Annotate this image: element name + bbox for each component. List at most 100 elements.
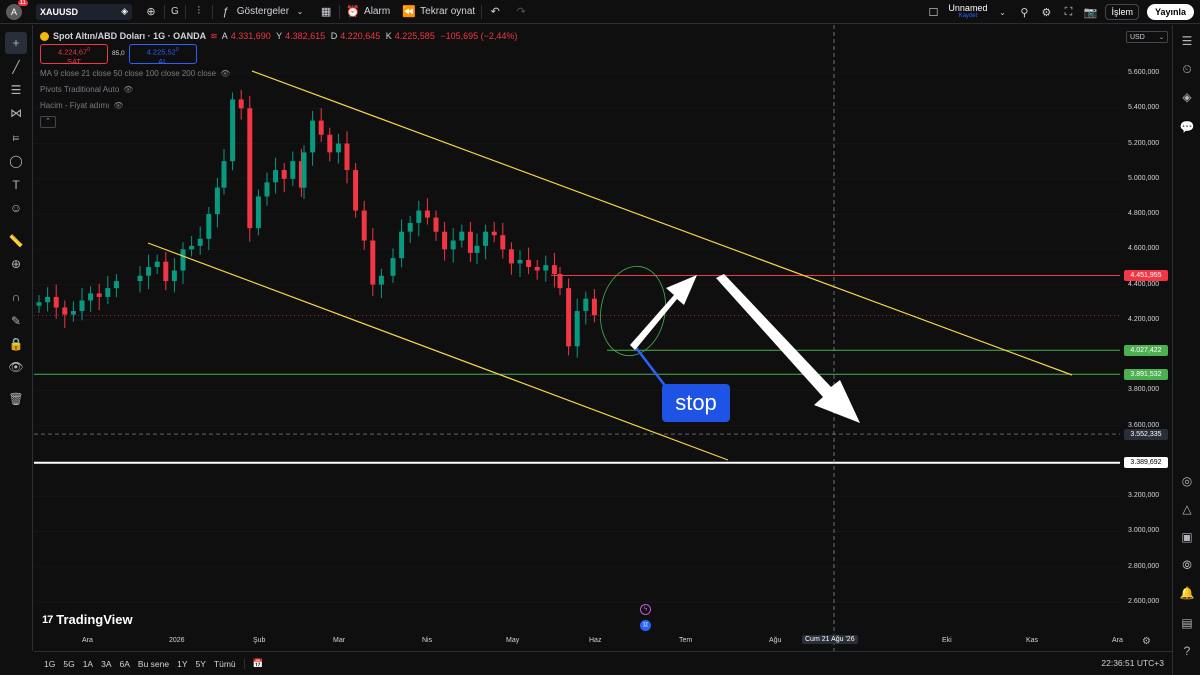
range-1a[interactable]: 1A (82, 658, 94, 669)
lock-icon[interactable]: 🔒 (8, 337, 24, 351)
layout-menu-icon[interactable]: ⌄ (999, 7, 1006, 17)
candle-body (500, 235, 506, 250)
redo-button[interactable]: ↷ (508, 0, 534, 24)
arrow-up-right (630, 275, 697, 350)
publish-button[interactable]: Yayınla (1146, 4, 1194, 20)
dividend-event-icon[interactable]: ϟ (640, 604, 651, 615)
candle-body (591, 298, 597, 316)
range-3a[interactable]: 3A (101, 658, 112, 669)
collapse-legend-button[interactable]: ⌃ (40, 116, 56, 128)
interval-button[interactable]: G (165, 0, 185, 24)
ideas-icon[interactable]: △ (1182, 502, 1192, 516)
time-tick: 2026 (169, 637, 185, 644)
settings-gear-icon[interactable]: ⚙ (1041, 6, 1052, 19)
pattern-tool-icon[interactable]: ⋈ (10, 106, 22, 120)
indicators-button[interactable]: ƒ Göstergeler ⌄ (213, 0, 313, 24)
chart-canvas[interactable] (34, 25, 1120, 651)
gold-coin-icon (40, 31, 49, 41)
candle-body (517, 259, 523, 264)
fullscreen-icon[interactable]: ⛶ (1064, 5, 1073, 18)
candle-body (574, 311, 580, 347)
candles-icon: ⫶ (197, 5, 201, 17)
trend-line-tool-icon[interactable]: ╱ (12, 60, 20, 74)
calendar-icon[interactable]: ▣ (1181, 530, 1193, 544)
templates-button[interactable]: ▦ (313, 0, 339, 24)
chat-icon[interactable]: 💬 (1179, 120, 1195, 134)
symbol-search[interactable]: XAUUSD ◈ (36, 3, 132, 20)
sell-button[interactable]: 4.224,670 SAT (40, 44, 108, 66)
forecast-tool-icon[interactable]: ⫢ (12, 129, 20, 144)
date-range-icon[interactable]: 📅 (243, 658, 268, 669)
stop-callout[interactable]: stop (662, 384, 730, 422)
chart-type-button[interactable]: ⫶ (186, 0, 212, 24)
zoom-tool-icon[interactable]: ⊕ (10, 257, 22, 271)
alerts-clock-icon[interactable]: ⏲ (1182, 61, 1192, 76)
eye-icon[interactable]: 👁 (113, 101, 124, 110)
candle-body (137, 275, 143, 282)
price-chart[interactable] (34, 25, 1120, 651)
price-tick: 5.000,000 (1128, 174, 1160, 182)
us-flag-event-icon[interactable]: 🇺 (640, 620, 651, 631)
target-icon[interactable]: ◎ (1181, 474, 1193, 488)
candle-body (163, 261, 169, 282)
range-1y[interactable]: 1Y (177, 658, 188, 669)
indicator-volume[interactable]: Hacim - Fiyat adımı 👁 (40, 101, 124, 110)
range-5g[interactable]: 5G (63, 658, 75, 669)
emoji-tool-icon[interactable]: ☺ (9, 201, 23, 215)
highlight-ellipse (600, 265, 666, 357)
price-axis[interactable]: USD ⌄ 5.600,000 5.400,000 5.200,000 5.000,0… (1120, 25, 1172, 651)
camera-icon[interactable]: 📷 (1083, 6, 1098, 19)
eye-icon[interactable]: 👁 (8, 360, 24, 374)
help-icon[interactable]: ? (1183, 644, 1191, 658)
trade-button[interactable]: İşlem (1105, 4, 1139, 20)
buy-label: AL (158, 56, 168, 66)
stream-icon[interactable]: ⦾ (1182, 557, 1192, 572)
compare-symbol-button[interactable]: ⊕ (138, 0, 164, 24)
range-all[interactable]: Tümü (213, 658, 236, 669)
sell-label: SAT (66, 56, 82, 66)
time-axis[interactable]: Ara 2026 Şub Mar Nis May Haz Tem Ağu Eki Kas Ara Cum… (34, 633, 1123, 651)
magnet-tool-icon[interactable]: ∩ (11, 290, 21, 304)
hotlist-icon[interactable]: ▤ (1181, 616, 1193, 630)
arrow-down-right (716, 274, 860, 423)
time-tick: Eki (942, 637, 952, 644)
lock-drawing-icon[interactable]: ✎ (10, 314, 22, 328)
replay-button[interactable]: ⏪ Tekrar oynat (396, 0, 481, 24)
layers-icon[interactable]: ◈ (1182, 90, 1192, 104)
quick-search-icon[interactable]: ⚲ (1020, 6, 1029, 19)
fib-tool-icon[interactable]: ☰ (10, 83, 22, 97)
candle-body (96, 293, 102, 297)
eye-icon[interactable]: 👁 (123, 85, 134, 94)
layout-checkbox-icon[interactable]: ☐ (928, 6, 939, 19)
range-ytd[interactable]: Bu sene (137, 658, 170, 669)
time-tick: Mar (333, 637, 346, 644)
indicator-pivots[interactable]: Pivots Traditional Auto 👁 (40, 85, 134, 94)
chevron-up-icon: ⌃ (45, 118, 51, 125)
buy-button[interactable]: 4.225,520 AL (128, 44, 197, 66)
layout-name[interactable]: Unnamed Kaydet (948, 4, 987, 20)
candle-body (255, 196, 261, 229)
crosshair-tool-icon[interactable]: + (5, 32, 27, 54)
watchlist-icon[interactable]: ☰ (1181, 34, 1193, 48)
clock[interactable]: 22:36:51 UTC+3 (1101, 658, 1164, 668)
range-6a[interactable]: 6A (119, 658, 130, 669)
shapes-tool-icon[interactable]: ◯ (9, 154, 23, 168)
alert-button[interactable]: ⏰ Alarm (340, 0, 396, 24)
text-tool-icon[interactable]: T (12, 178, 20, 192)
indicator-ma[interactable]: MA 9 close 21 close 50 close 100 close 2… (40, 69, 231, 78)
axis-settings-gear-icon[interactable]: ⚙ (1142, 636, 1151, 647)
eye-icon[interactable]: 👁 (220, 69, 231, 78)
symbol-description: Spot Altın/ABD Doları · 1G · OANDA (53, 31, 207, 41)
candle-body (36, 302, 42, 306)
candle-body (281, 169, 287, 179)
candle-body (483, 231, 489, 246)
range-1g[interactable]: 1G (44, 658, 56, 669)
range-5y[interactable]: 5Y (195, 658, 206, 669)
ruler-tool-icon[interactable]: 📏 (8, 234, 24, 248)
currency-selector[interactable]: USD ⌄ (1126, 31, 1168, 43)
user-avatar[interactable]: A 11 (6, 0, 28, 20)
trash-icon[interactable]: 🗑 (8, 392, 24, 406)
notifications-bell-icon[interactable]: 🔔 (1179, 586, 1195, 600)
price-level-label: 4.451,955 (1124, 269, 1168, 281)
undo-button[interactable]: ↶ (482, 0, 508, 24)
